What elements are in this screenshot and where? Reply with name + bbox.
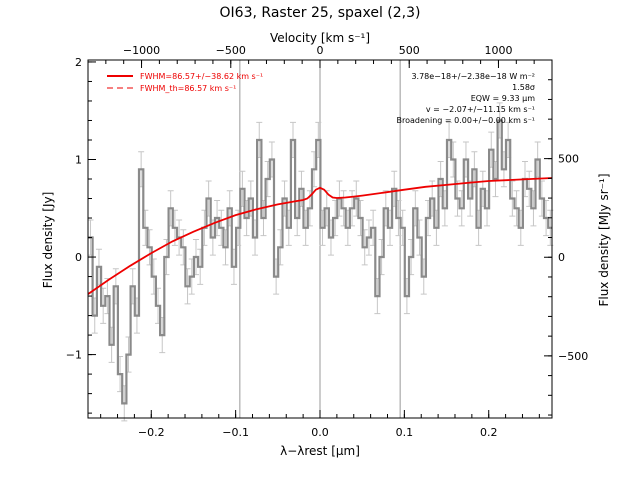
x-tick-label: 0.2 [480,426,498,439]
y-axis-label: Flux density [Jy] [41,192,55,289]
velocity-tick-label: 1000 [484,44,512,57]
y-tick-label: 2 [75,56,82,69]
x-tick-label: 0.0 [311,426,329,439]
spectrum-series [88,119,553,405]
axis-ticks: −0.2 −0.1 0.0 0.1 0.2 −1 0 1 2 −500 0 500 −1000 −500 0… [66,44,588,439]
top-axis-label: Velocity [km s⁻¹] [270,31,370,45]
annotation-eqw: EQW = 9.33 μm [471,94,535,103]
y-right-tick-label: 0 [558,251,565,264]
annotation-flux: 3.78e−18+/−2.38e−18 W m⁻² [411,72,535,81]
velocity-tick-label: −1000 [123,44,160,57]
spectrum-line [88,119,553,405]
velocity-tick-label: 0 [317,44,324,57]
fit-line [87,177,553,295]
x-axis-label: λ−λrest [μm] [280,444,360,458]
legend-label-fwhm: FWHM=86.57+/−38.62 km s⁻¹ [140,72,263,81]
fit-series [87,177,553,295]
y-tick-label: 0 [75,251,82,264]
x-tick-label: −0.2 [138,426,165,439]
x-tick-label: 0.1 [396,426,414,439]
annotation-velocity: v = −2.07+/−11.15 km s⁻¹ [426,105,535,114]
reference-lines [239,60,401,418]
y-tick-label: 1 [75,153,82,166]
annotation-sigma: 1.58σ [512,83,535,92]
velocity-tick-label: −500 [216,44,246,57]
x-tick-label: −0.1 [222,426,249,439]
velocity-tick-label: 500 [399,44,420,57]
y-tick-label: −1 [66,349,82,362]
annotation-broadening: Broadening = 0.00+/−0.00 km s⁻¹ [397,116,535,125]
chart-title: OI63, Raster 25, spaxel (2,3) [220,5,421,21]
fit-annotations: 3.78e−18+/−2.38e−18 W m⁻² 1.58σ EQW = 9.… [397,72,536,125]
y-right-axis-label: Flux density [MJy sr⁻¹] [597,173,611,306]
y-right-tick-label: −500 [558,350,588,363]
legend: FWHM=86.57+/−38.62 km s⁻¹ FWHM_th=86.57 … [107,72,263,93]
y-right-tick-label: 500 [558,153,579,166]
legend-label-fwhm-th: FWHM_th=86.57 km s⁻¹ [140,84,236,93]
